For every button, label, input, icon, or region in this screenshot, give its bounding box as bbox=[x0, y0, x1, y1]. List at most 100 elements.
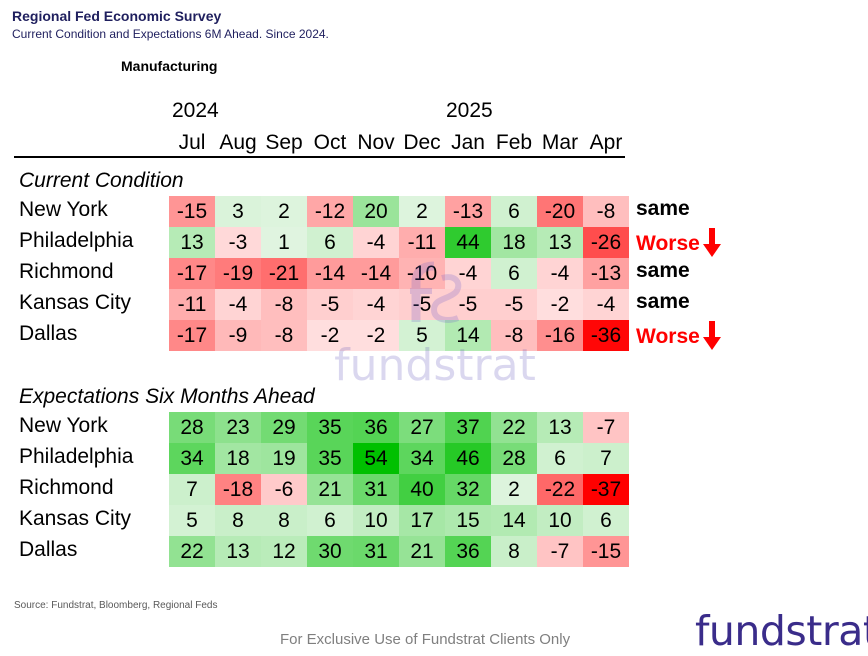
section-title-expectations: Expectations Six Months Ahead bbox=[19, 385, 315, 408]
header-divider bbox=[14, 156, 625, 158]
heatmap-cell: 20 bbox=[353, 196, 399, 227]
heatmap-cell: 13 bbox=[537, 227, 583, 258]
heatmap-cell: -10 bbox=[399, 258, 445, 289]
heatmap-cell: 8 bbox=[261, 505, 307, 536]
month-label: Feb bbox=[495, 131, 533, 154]
heatmap-cell: -4 bbox=[583, 289, 629, 320]
heatmap-cell: 40 bbox=[399, 474, 445, 505]
heatmap-cell: 6 bbox=[491, 258, 537, 289]
heatmap-cell: 28 bbox=[169, 412, 215, 443]
row-label: Philadelphia bbox=[19, 229, 134, 252]
heatmap-cell: 3 bbox=[215, 196, 261, 227]
heatmap-cell: -17 bbox=[169, 258, 215, 289]
exclusive-notice: For Exclusive Use of Fundstrat Clients O… bbox=[280, 631, 571, 648]
heatmap-cell: 34 bbox=[169, 443, 215, 474]
down-arrow-icon bbox=[702, 321, 721, 350]
heatmap-cell: 1 bbox=[261, 227, 307, 258]
heatmap-cell: -12 bbox=[307, 196, 353, 227]
heatmap-cell: -19 bbox=[215, 258, 261, 289]
heatmap-cell: -36 bbox=[583, 320, 629, 351]
status-text: Worse bbox=[636, 232, 700, 255]
row-label: Dallas bbox=[19, 322, 78, 345]
heatmap-cell: 30 bbox=[307, 536, 353, 567]
status-text: same bbox=[636, 259, 690, 282]
month-label: Jan bbox=[451, 131, 485, 154]
status-text: same bbox=[636, 197, 690, 220]
heatmap-cell: -21 bbox=[261, 258, 307, 289]
status-badge: same bbox=[636, 259, 690, 283]
heatmap-cell: 14 bbox=[491, 505, 537, 536]
heatmap-cell: 36 bbox=[445, 536, 491, 567]
row-label: Dallas bbox=[19, 538, 78, 561]
heatmap-cell: -8 bbox=[583, 196, 629, 227]
heatmap-cell: 13 bbox=[169, 227, 215, 258]
heatmap-cell: 6 bbox=[307, 505, 353, 536]
section-title-current: Current Condition bbox=[19, 169, 184, 192]
heatmap-cell: 21 bbox=[307, 474, 353, 505]
heatmap-cell: 2 bbox=[399, 196, 445, 227]
chart-subtitle: Current Condition and Expectations 6M Ah… bbox=[12, 27, 329, 41]
month-label: Aug bbox=[219, 131, 257, 154]
heatmap-cell: 31 bbox=[353, 536, 399, 567]
fundstrat-logo: fundstrat bbox=[695, 607, 868, 655]
heatmap-cell: 10 bbox=[537, 505, 583, 536]
row-label: Richmond bbox=[19, 476, 114, 499]
heatmap-cell: -4 bbox=[445, 258, 491, 289]
heatmap-cell: 5 bbox=[169, 505, 215, 536]
heatmap-cell: 6 bbox=[583, 505, 629, 536]
heatmap-cell: 15 bbox=[445, 505, 491, 536]
heatmap-cell: -14 bbox=[307, 258, 353, 289]
heatmap-cell: -11 bbox=[399, 227, 445, 258]
heatmap-cell: 6 bbox=[307, 227, 353, 258]
heatmap-cell: -2 bbox=[353, 320, 399, 351]
status-badge: same bbox=[636, 290, 690, 314]
heatmap-cell: 46 bbox=[445, 443, 491, 474]
status-text: same bbox=[636, 290, 690, 313]
sector-label: Manufacturing bbox=[121, 58, 218, 74]
heatmap-cell: 10 bbox=[353, 505, 399, 536]
heatmap-cell: -4 bbox=[353, 227, 399, 258]
heatmap-cell: -2 bbox=[537, 289, 583, 320]
heatmap-cell: 18 bbox=[215, 443, 261, 474]
heatmap-cell: 54 bbox=[353, 443, 399, 474]
heatmap-cell: 22 bbox=[491, 412, 537, 443]
heatmap-cell: 35 bbox=[307, 412, 353, 443]
heatmap-cell: -16 bbox=[537, 320, 583, 351]
status-text: Worse bbox=[636, 325, 700, 348]
down-arrow-icon bbox=[702, 228, 721, 257]
heatmap-cell: 7 bbox=[169, 474, 215, 505]
heatmap-cell: 35 bbox=[307, 443, 353, 474]
heatmap-cell: 13 bbox=[215, 536, 261, 567]
month-label: Oct bbox=[313, 131, 347, 154]
month-label: Sep bbox=[265, 131, 303, 154]
heatmap-cell: 27 bbox=[399, 412, 445, 443]
heatmap-cell: -4 bbox=[537, 258, 583, 289]
heatmap-cell: 19 bbox=[261, 443, 307, 474]
month-label: Jul bbox=[178, 131, 206, 154]
row-label: Philadelphia bbox=[19, 445, 134, 468]
heatmap-cell: 2 bbox=[491, 474, 537, 505]
heatmap-cell: -4 bbox=[215, 289, 261, 320]
heatmap-cell: 23 bbox=[215, 412, 261, 443]
heatmap-cell: 31 bbox=[353, 474, 399, 505]
heatmap-cell: 5 bbox=[399, 320, 445, 351]
heatmap-cell: -8 bbox=[261, 320, 307, 351]
heatmap-cell: -13 bbox=[583, 258, 629, 289]
heatmap-cell: -22 bbox=[537, 474, 583, 505]
heatmap-cell: 28 bbox=[491, 443, 537, 474]
heatmap-cell: -17 bbox=[169, 320, 215, 351]
heatmap-cell: -37 bbox=[583, 474, 629, 505]
heatmap-cell: 29 bbox=[261, 412, 307, 443]
heatmap-cell: 7 bbox=[583, 443, 629, 474]
heatmap-cell: 14 bbox=[445, 320, 491, 351]
heatmap-cell: 8 bbox=[491, 536, 537, 567]
heatmap-cell: -18 bbox=[215, 474, 261, 505]
month-label: Nov bbox=[357, 131, 395, 154]
heatmap-cell: -5 bbox=[491, 289, 537, 320]
heatmap-cell: -15 bbox=[169, 196, 215, 227]
heatmap-cell: 13 bbox=[537, 412, 583, 443]
heatmap-cell: 32 bbox=[445, 474, 491, 505]
heatmap-cell: -8 bbox=[261, 289, 307, 320]
year-label-2024: 2024 bbox=[172, 99, 219, 122]
heatmap-cell: -5 bbox=[399, 289, 445, 320]
